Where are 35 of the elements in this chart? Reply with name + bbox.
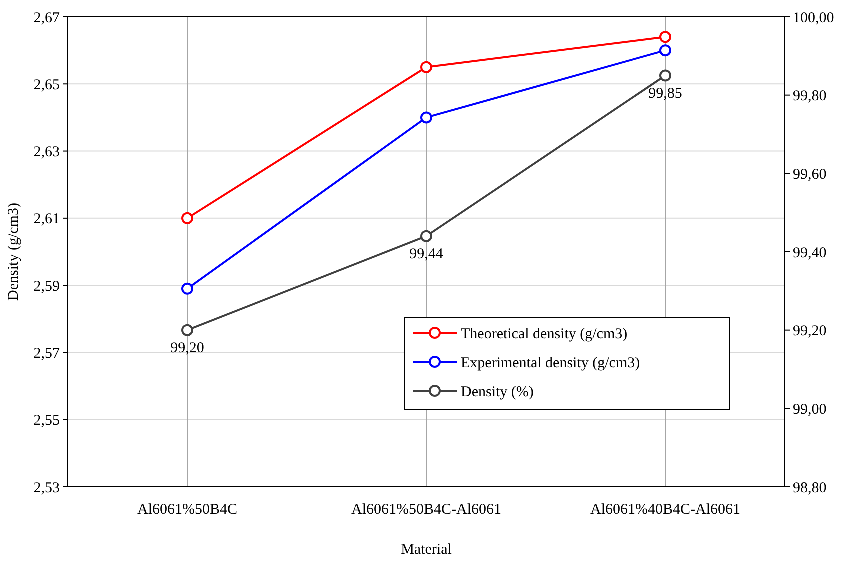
y2-tick-label: 99,20 [793, 324, 827, 340]
y-tick-label: 2,57 [34, 346, 60, 362]
point [182, 212, 194, 224]
y2-tick-label: 99,00 [793, 402, 827, 418]
y2-tick-label: 99,60 [793, 166, 827, 183]
y2-tick-label: 99,40 [793, 245, 827, 262]
y-tick-label: 2,63 [34, 144, 60, 161]
x-tick-label: Al6061%40B4C-Al6061 [590, 502, 740, 518]
legend-label: Theoretical density (g/cm3) [461, 326, 628, 342]
point [420, 112, 432, 124]
y2-tick-label: 100,00 [793, 10, 834, 26]
x-tick-label: Al6061%50B4C-Al6061 [352, 502, 502, 518]
legend-label: Density (%) [461, 384, 534, 400]
point [660, 70, 672, 82]
y2-tick-label: 98,80 [793, 480, 827, 496]
y-tick-label: 2,65 [34, 77, 60, 94]
x-tick-label: Al6061%50B4C [137, 502, 238, 518]
point [660, 31, 672, 44]
point [182, 324, 194, 336]
y-tick-label: 2,53 [34, 480, 60, 496]
data-label: 99,44 [410, 246, 444, 262]
legend-label: Experimental density (g/cm3) [461, 355, 640, 372]
data-label: 99,85 [648, 86, 682, 102]
y-tick-label: 2,55 [34, 413, 60, 430]
point [420, 230, 432, 242]
point [420, 61, 432, 74]
y-tick-label: 2,67 [34, 10, 60, 26]
y-tick-label: 2,59 [34, 278, 60, 295]
y-tick-label: 2,61 [34, 212, 60, 228]
point [660, 44, 672, 57]
data-label: 99,20 [170, 340, 204, 356]
x-axis-title: Material [401, 542, 452, 558]
y-axis-title: Density (g/cm3) [6, 203, 22, 301]
y2-tick-label: 99,80 [793, 88, 827, 105]
point [182, 282, 194, 295]
